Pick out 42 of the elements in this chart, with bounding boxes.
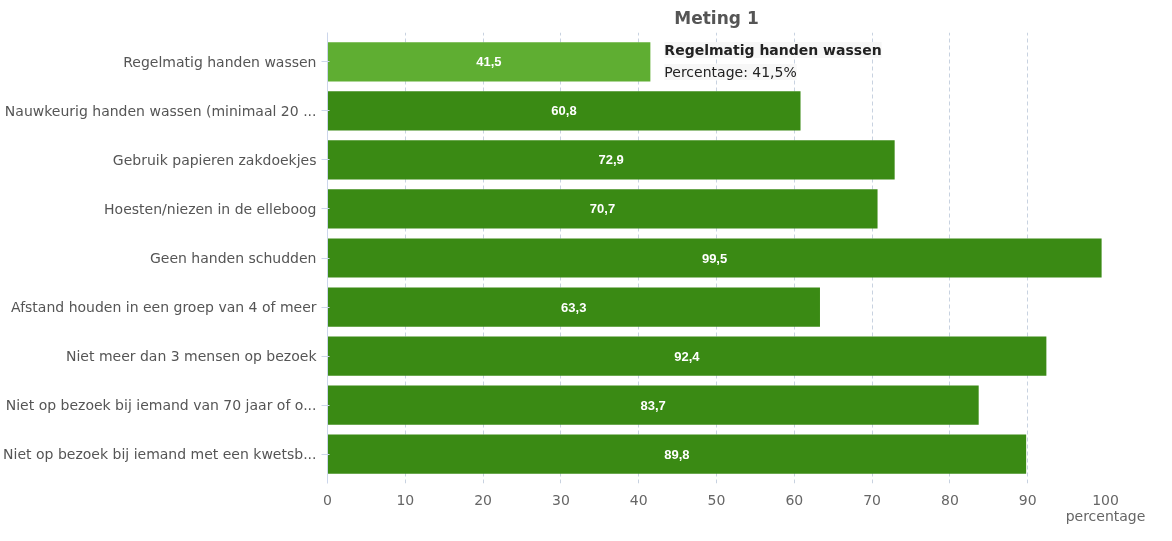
y-tick-label: Niet op bezoek bij iemand van 70 jaar of o...: [5, 397, 317, 414]
y-tick-label: Regelmatig handen wassen: [123, 53, 317, 70]
x-tick-label: 40: [629, 491, 648, 508]
data-label: 92,4: [674, 348, 701, 364]
bar: [327, 434, 1027, 474]
y-tick-label: Niet op bezoek bij iemand met een kwetsb...: [3, 446, 317, 463]
annotation: Regelmatig handen wassen: [664, 41, 882, 58]
x-tick-label: 90: [1018, 491, 1037, 508]
bar: [327, 287, 820, 327]
x-tick-label: 50: [707, 491, 726, 508]
bar: [327, 385, 979, 425]
data-label: 89,8: [664, 446, 690, 462]
x-tick-label: 0: [323, 491, 332, 508]
data-label: 99,5: [701, 250, 728, 266]
x-tick-label: 60: [785, 491, 804, 508]
x-tick-label: 80: [940, 491, 959, 508]
data-label: 60,8: [551, 103, 577, 119]
x-axis-title: percentage: [1065, 507, 1146, 524]
bar: [327, 140, 895, 180]
data-label: 41,5: [476, 54, 502, 70]
bar: [327, 238, 1102, 278]
y-tick-label: Niet meer dan 3 mensen op bezoek: [65, 348, 318, 365]
y-tick-label: Gebruik papieren zakdoekjes: [112, 151, 317, 168]
data-label: 63,3: [561, 299, 587, 315]
bar: [327, 336, 1047, 376]
y-tick-label: Nauwkeurig handen wassen (minimaal 20 ...: [4, 102, 317, 119]
y-tick-label: Geen handen schudden: [149, 250, 317, 266]
bar: [327, 42, 651, 82]
data-label: 72,9: [598, 152, 624, 168]
x-tick-label: 20: [474, 491, 493, 508]
x-tick-label: 70: [863, 491, 882, 508]
bar: [327, 91, 801, 131]
y-tick-label: Hoesten/niezen in de elleboog: [104, 200, 317, 217]
data-label: 83,7: [640, 397, 666, 413]
bar: [327, 189, 878, 229]
x-tick-label: 10: [396, 491, 415, 508]
x-tick-label: 100: [1092, 491, 1119, 508]
y-tick-label: Afstand houden in een groep van 4 of meer: [11, 299, 317, 316]
x-tick-label: 30: [551, 491, 570, 508]
chart-title: Meting 1: [674, 7, 759, 28]
data-label: 70,7: [589, 201, 616, 217]
annotation: Percentage: 41,5%: [664, 63, 797, 80]
